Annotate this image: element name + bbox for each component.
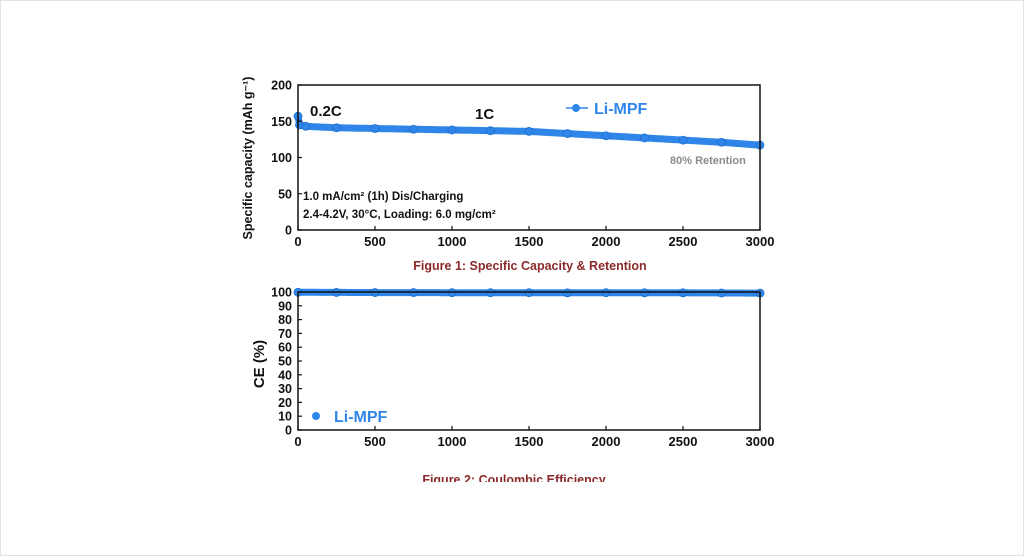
x-tick-label: 2000 (592, 234, 621, 249)
x-tick-label: 1000 (438, 234, 467, 249)
y-tick-label: 150 (271, 115, 292, 129)
y-tick-label: 100 (271, 286, 292, 300)
legend: Li-MPF (566, 101, 648, 118)
x-tick-label: 2500 (669, 234, 698, 249)
data-point (332, 123, 341, 133)
y-tick-label: 30 (278, 382, 292, 396)
data-point (678, 135, 688, 145)
y-tick-label: 80 (278, 313, 292, 327)
data-point (301, 121, 311, 131)
x-tick-label: 3000 (746, 434, 775, 449)
y-tick-label: 10 (278, 410, 292, 424)
data-point (409, 124, 418, 134)
legend-label: Li-MPF (594, 101, 648, 118)
data-point (370, 124, 380, 133)
annotation-retention: 80% Retention (670, 155, 746, 167)
x-tick-label: 3000 (746, 234, 775, 249)
y-tick-label: 0 (285, 424, 292, 438)
y-tick-label: 0 (285, 224, 292, 238)
y-tick-label: 70 (278, 327, 292, 341)
y-tick-label: 50 (278, 187, 292, 201)
data-point (563, 129, 572, 138)
y-tick-label: 60 (278, 341, 292, 355)
capacity-chart: 0 500 1000 1500 2000 2500 3000 0 50 100 150 200 Spe… (230, 60, 790, 282)
x-tick-label: 2500 (669, 434, 698, 449)
x-tick-label: 500 (364, 234, 386, 249)
data-point (717, 288, 726, 298)
x-tick-label: 1000 (438, 434, 467, 449)
data-point (640, 288, 649, 298)
data-point (640, 133, 649, 143)
legend: Li-MPF (312, 409, 388, 426)
data-point (447, 125, 457, 135)
data-point (524, 127, 534, 136)
x-tick-label: 2000 (592, 434, 621, 449)
capacity-chart-svg: 0 500 1000 1500 2000 2500 3000 0 50 100 150 200 Spe… (241, 77, 775, 273)
data-point (678, 288, 688, 298)
legend-marker (312, 412, 320, 420)
y-tick-label: 20 (278, 396, 292, 410)
annotation-0-2c: 0.2C (310, 103, 342, 120)
data-point (717, 137, 726, 147)
y-tick-label: 50 (278, 355, 292, 369)
figure-caption: Figure 1: Specific Capacity & Retention (413, 259, 646, 273)
ylabel: Specific capacity (mAh g⁻¹) (241, 77, 255, 240)
annotation-1c: 1C (475, 106, 494, 123)
x-tick-label: 500 (364, 434, 386, 449)
legend-marker (572, 104, 580, 112)
x-tick-label: 1500 (515, 234, 544, 249)
data-point (486, 126, 495, 136)
coulombic-efficiency-chart: 0 500 1000 1500 2000 2500 3000 0 10 20 30 40 50 60 70 8… (230, 282, 790, 488)
y-tick-label: 100 (271, 151, 292, 165)
y-tick-label: 90 (278, 299, 292, 313)
data-point (563, 288, 572, 298)
x-tick-label: 0 (294, 234, 301, 249)
legend-label: Li-MPF (334, 409, 388, 426)
y-tick-label: 200 (271, 79, 292, 93)
ylabel: CE (%) (251, 340, 268, 388)
y-tick-label: 40 (278, 368, 292, 382)
figure-caption: Figure 2: Coulombic Efficiency (422, 473, 605, 482)
x-tick-label: 0 (294, 434, 301, 449)
annotation-conditions: 2.4-4.2V, 30°C, Loading: 6.0 mg/cm² (303, 209, 496, 221)
ce-chart-svg: 0 500 1000 1500 2000 2500 3000 0102030405060708… (251, 286, 775, 488)
annotation-charging: 1.0 mA/cm² (1h) Dis/Charging (303, 191, 463, 203)
data-point (601, 131, 611, 141)
x-tick-label: 1500 (515, 434, 544, 449)
